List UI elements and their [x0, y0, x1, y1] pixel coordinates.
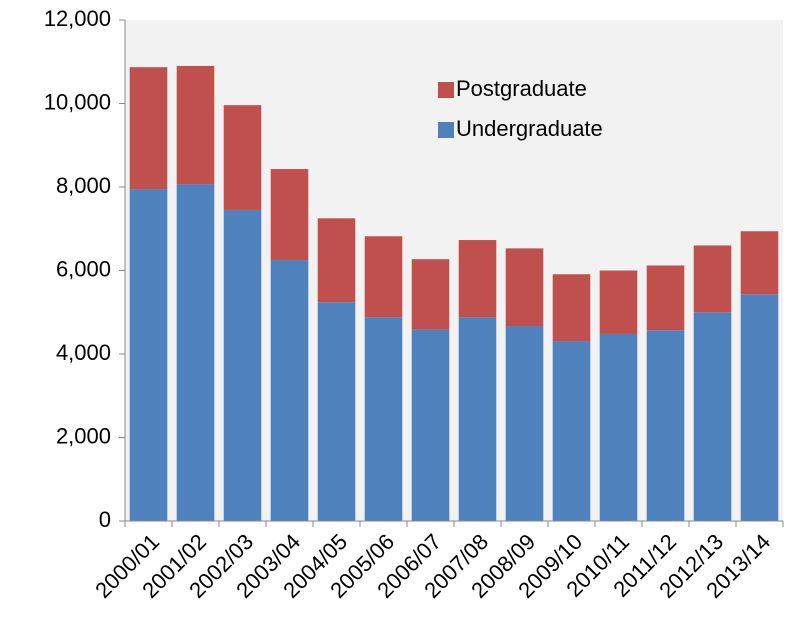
y-tick-label: 2,000: [56, 423, 111, 448]
legend-swatch: [438, 82, 454, 98]
bar: [740, 294, 779, 521]
bar: [599, 270, 638, 334]
bar: [176, 65, 215, 185]
bar: [458, 317, 497, 521]
legend-swatch: [438, 122, 454, 138]
bar: [552, 341, 591, 521]
bar: [646, 265, 685, 331]
bar: [646, 330, 685, 521]
bar: [411, 329, 450, 521]
y-tick-label: 10,000: [44, 89, 111, 114]
y-tick-label: 12,000: [44, 6, 111, 31]
bar: [129, 189, 168, 521]
y-tick-label: 8,000: [56, 173, 111, 198]
legend-label: Postgraduate: [456, 76, 587, 101]
bar: [505, 326, 544, 521]
bar: [270, 169, 309, 261]
bar: [317, 218, 356, 303]
bar: [270, 260, 309, 521]
bar: [129, 67, 168, 190]
y-tick-label: 6,000: [56, 256, 111, 281]
bar: [599, 333, 638, 521]
bar: [693, 245, 732, 313]
bar: [411, 259, 450, 330]
bar: [223, 209, 262, 521]
bar: [223, 105, 262, 210]
legend-label: Undergraduate: [456, 116, 603, 141]
bar: [505, 248, 544, 327]
bar: [458, 240, 497, 318]
bar: [364, 236, 403, 318]
bar: [364, 317, 403, 521]
y-tick-label: 0: [99, 507, 111, 532]
bar: [693, 312, 732, 521]
bar: [317, 302, 356, 521]
bar: [176, 184, 215, 521]
bar: [740, 231, 779, 295]
y-tick-label: 4,000: [56, 340, 111, 365]
bar: [552, 274, 591, 342]
